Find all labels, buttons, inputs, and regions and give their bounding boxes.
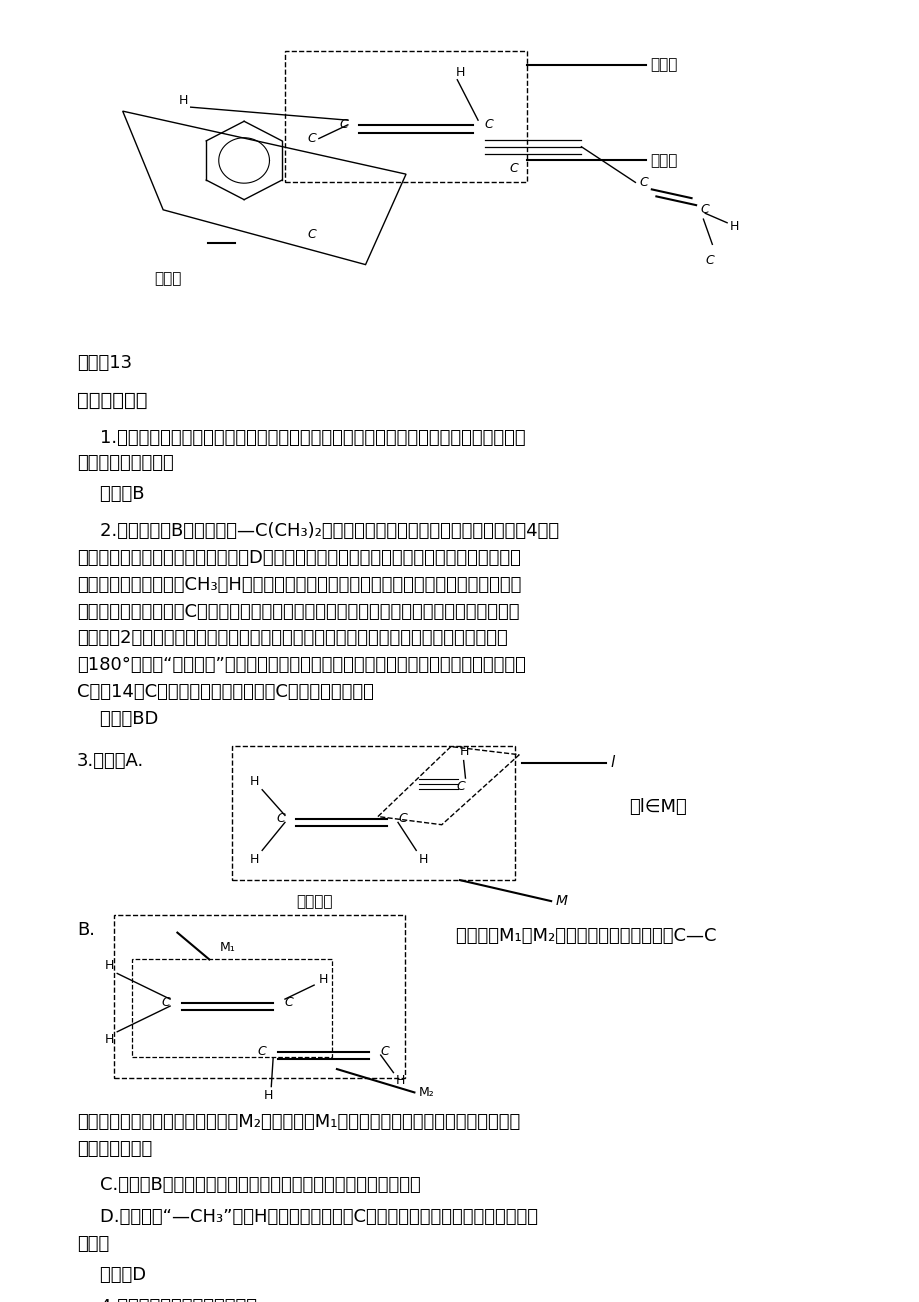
Text: M₁: M₁: [220, 940, 235, 953]
Text: C: C: [307, 228, 315, 241]
Text: H: H: [104, 958, 114, 971]
Text: H: H: [250, 853, 259, 866]
Text: H: H: [455, 66, 464, 79]
Text: 在苯环平面上。注意，C项中的两个甲基是可以同时处在两个苯环所共有的平面上的。有人提: 在苯环平面上。注意，C项中的两个甲基是可以同时处在两个苯环所共有的平面上的。有人…: [77, 603, 519, 621]
Text: 处于同一平面。: 处于同一平面。: [77, 1141, 153, 1159]
Text: C: C: [339, 118, 347, 132]
Text: 歼灭难点训练: 歼灭难点训练: [77, 392, 147, 410]
Text: 出，怀疑2个甲基过于拥挤，必须翘起一个；则请注意，如果从连接两个苯环的单键为轴旋: 出，怀疑2个甲基过于拥挤，必须翘起一个；则请注意，如果从连接两个苯环的单键为轴旋: [77, 629, 507, 647]
Text: C: C: [256, 1046, 266, 1059]
Text: H: H: [395, 1074, 405, 1087]
Text: 倥直线在苯平面上。: 倥直线在苯平面上。: [77, 454, 174, 473]
Text: H: H: [729, 220, 739, 233]
Text: C: C: [705, 254, 713, 267]
Text: 答案：13: 答案：13: [77, 354, 132, 372]
Text: 答案：D: 答案：D: [77, 1267, 146, 1284]
Text: 单键，由于单键可转动，因而可将M₂平面转至与M₁平面重合，所以该分子中所有原子可能: 单键，由于单键可转动，因而可将M₂平面转至与M₁平面重合，所以该分子中所有原子可…: [77, 1113, 520, 1131]
Text: C: C: [276, 812, 285, 825]
Text: C项的14个C原子仍可在一个平面上，C项不是正确答案。: C项的14个C原子仍可在一个平面上，C项不是正确答案。: [77, 684, 373, 700]
Text: 答案：B: 答案：B: [77, 484, 144, 503]
Text: C: C: [380, 1046, 389, 1059]
Text: B.: B.: [77, 921, 95, 939]
Text: 1.提示：通过转动，可使苯平面与烯平面重合在同一平面，也可两平面仅交于一条直线，: 1.提示：通过转动，可使苯平面与烯平面重合在同一平面，也可两平面仅交于一条直线，: [77, 428, 525, 447]
Text: H: H: [418, 853, 427, 866]
Text: 倥直线: 倥直线: [650, 152, 677, 168]
Text: C: C: [484, 118, 493, 132]
Text: 转180°，则此“空间拥挤”可以消除，两个甲基一个在上，一个在下，都在苯平面上。所以: 转180°，则此“空间拥挤”可以消除，两个甲基一个在上，一个在下，都在苯平面上。…: [77, 656, 526, 674]
Text: H: H: [178, 94, 187, 107]
Text: l: l: [610, 755, 614, 771]
Text: 烯平面: 烯平面: [650, 57, 677, 72]
Text: C: C: [456, 780, 465, 793]
Text: H: H: [104, 1034, 114, 1047]
Text: 分子中，M₁和M₂两个平面相交于一条直线C—C: 分子中，M₁和M₂两个平面相交于一条直线C—C: [432, 927, 715, 945]
Text: 苯平面: 苯平面: [153, 271, 181, 286]
Text: D.该分子中“—CH₃”中的H原子和与它相连的C原子，形成四面体结构，不在同一平: D.该分子中“—CH₃”中的H原子和与它相连的C原子，形成四面体结构，不在同一平: [77, 1208, 538, 1226]
Text: 3.解析：A.: 3.解析：A.: [77, 751, 144, 769]
Text: C.原理同B，通过碳碳单键相连的两个平面，有可能重合在一起。: C.原理同B，通过碳碳单键相连的两个平面，有可能重合在一起。: [77, 1177, 420, 1194]
Text: （l∈M）: （l∈M）: [628, 798, 686, 816]
Text: 4.提示：以甲醉平面为参照物：: 4.提示：以甲醉平面为参照物：: [77, 1298, 256, 1302]
Text: M: M: [555, 894, 567, 907]
Text: 环共平面，则它连接的CH₃和H，必然一个在环前，一个在环后。因此甲基碳原子不可能再: 环共平面，则它连接的CH₃和H，必然一个在环前，一个在环后。因此甲基碳原子不可能…: [77, 575, 521, 594]
Text: 2.解析：只有B项中叔丁基—C(CH₃)₂的中心碳位于一个四面体的中心，它连接的4个碳: 2.解析：只有B项中叔丁基—C(CH₃)₂的中心碳位于一个四面体的中心，它连接的…: [77, 522, 559, 540]
Text: C: C: [398, 812, 406, 825]
Text: 可以转动: 可以转动: [296, 894, 332, 909]
Text: H: H: [318, 973, 327, 986]
Text: 答案：BD: 答案：BD: [77, 710, 158, 728]
Text: C: C: [285, 996, 293, 1009]
Text: H: H: [264, 1090, 273, 1103]
Text: 面上。: 面上。: [77, 1234, 109, 1253]
Text: C: C: [161, 996, 170, 1009]
Text: M₂: M₂: [418, 1086, 435, 1099]
Text: C: C: [640, 176, 648, 189]
Text: C: C: [509, 163, 517, 176]
Text: H: H: [250, 775, 259, 788]
Text: H: H: [460, 745, 469, 758]
Text: 原子不可能在同一个平面上。此外，D项中，同时连在两个苯环上的那个碳原子，如果它跟苯: 原子不可能在同一个平面上。此外，D项中，同时连在两个苯环上的那个碳原子，如果它跟…: [77, 549, 520, 566]
Text: C: C: [700, 203, 709, 216]
Text: C: C: [307, 132, 315, 145]
